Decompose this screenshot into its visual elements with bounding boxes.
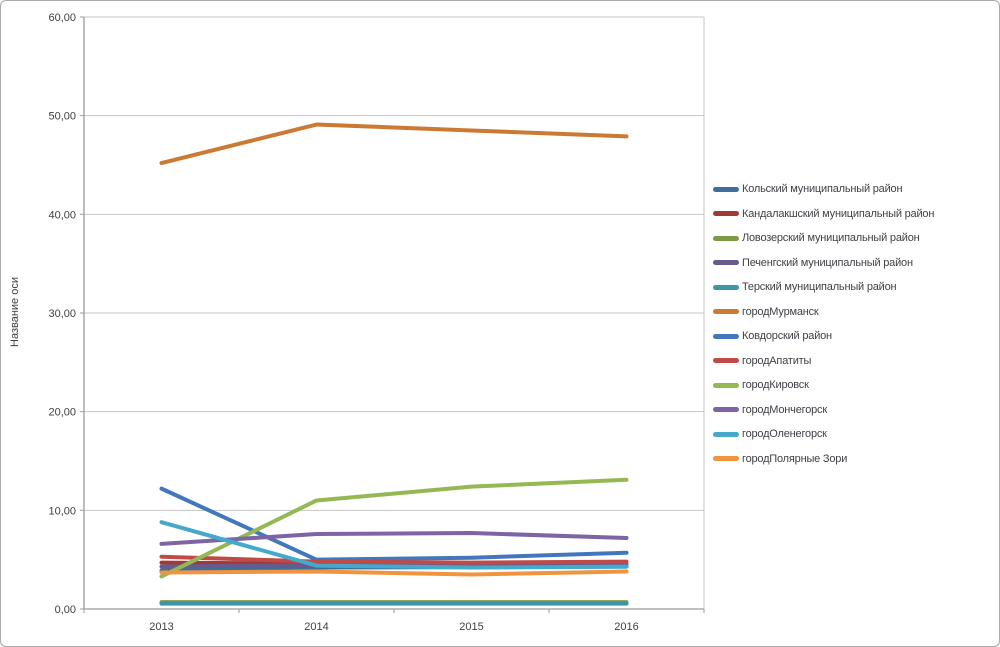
legend-label: Ковдорский район bbox=[742, 330, 832, 342]
axes bbox=[80, 16, 705, 613]
legend-swatch-icon bbox=[713, 382, 739, 388]
legend-swatch-icon bbox=[713, 235, 739, 241]
legend-swatch-icon bbox=[713, 260, 739, 265]
series-line-5[interactable] bbox=[159, 122, 629, 166]
y-tick-label: 60,00 bbox=[48, 12, 76, 24]
legend-item-2[interactable]: Ловозерский муниципальный район bbox=[713, 230, 920, 246]
legend-label: городМончегорск bbox=[742, 403, 827, 416]
series-lines bbox=[159, 122, 629, 606]
legend-swatch-icon bbox=[713, 358, 739, 363]
series-line-10[interactable] bbox=[159, 520, 629, 570]
legend-item-3[interactable]: Печенгский муниципальный район bbox=[713, 255, 913, 271]
legend-label: Кольский муниципальный район bbox=[742, 183, 903, 195]
y-tick-label: 30,00 bbox=[48, 308, 76, 320]
legend-label: Печенгский муниципальный район bbox=[742, 256, 913, 269]
legend-item-4[interactable]: Терский муниципальный район bbox=[713, 279, 897, 295]
y-tick-label: 0,00 bbox=[55, 604, 76, 616]
legend-item-8[interactable]: городКировск bbox=[713, 377, 809, 393]
y-tick-label: 10,00 bbox=[48, 505, 76, 517]
legend: Кольский муниципальный район Кандалакшски… bbox=[713, 1, 997, 646]
y-tick-label: 50,00 bbox=[48, 111, 76, 123]
legend-label: городПолярные Зори bbox=[742, 452, 848, 465]
legend-label: Кандалакшский муниципальный район bbox=[742, 207, 935, 220]
legend-label: Терский муниципальный район bbox=[742, 281, 897, 293]
y-tick-label: 20,00 bbox=[48, 407, 76, 419]
series-line-7[interactable] bbox=[159, 554, 629, 565]
legend-item-9[interactable]: городМончегорск bbox=[713, 402, 827, 418]
y-tick-label: 40,00 bbox=[48, 209, 76, 221]
legend-swatch-icon bbox=[713, 211, 739, 216]
legend-swatch-icon bbox=[713, 407, 739, 412]
legend-item-11[interactable]: городПолярные Зори bbox=[713, 451, 847, 467]
legend-label: городКировск bbox=[742, 379, 809, 391]
legend-item-10[interactable]: городОленегорск bbox=[713, 426, 827, 442]
legend-item-0[interactable]: Кольский муниципальный район bbox=[713, 181, 903, 197]
y-axis-title: Название оси bbox=[9, 277, 21, 347]
legend-label: городМурманск bbox=[742, 305, 819, 318]
legend-item-7[interactable]: городАпатиты bbox=[713, 353, 811, 369]
legend-label: городАпатиты bbox=[742, 354, 812, 367]
y-axis-tick-labels: 0,00 10,00 20,00 30,00 40,00 50,00 60,00 bbox=[48, 12, 76, 616]
legend-swatch-icon bbox=[713, 333, 739, 339]
legend-label: Ловозерский муниципальный район bbox=[742, 232, 920, 244]
gridlines bbox=[84, 16, 705, 609]
legend-swatch-icon bbox=[713, 186, 739, 192]
series-line-11[interactable] bbox=[159, 569, 629, 577]
legend-swatch-icon bbox=[713, 309, 739, 314]
series-line-9[interactable] bbox=[159, 531, 629, 546]
legend-item-1[interactable]: Кандалакшский муниципальный район bbox=[713, 206, 934, 222]
x-axis-tick-labels: 2013 2014 2015 2016 bbox=[149, 621, 638, 633]
x-tick-label: 2014 bbox=[304, 621, 328, 633]
x-tick-label: 2016 bbox=[614, 621, 638, 633]
x-tick-label: 2013 bbox=[149, 621, 173, 633]
legend-swatch-icon bbox=[713, 431, 739, 437]
legend-label: городОленегорск bbox=[742, 428, 827, 440]
series-line-6[interactable] bbox=[159, 486, 629, 562]
legend-item-6[interactable]: Ковдорский район bbox=[713, 328, 832, 344]
legend-item-5[interactable]: городМурманск bbox=[713, 304, 819, 320]
x-tick-label: 2015 bbox=[459, 621, 483, 633]
legend-swatch-icon bbox=[713, 456, 739, 461]
legend-swatch-icon bbox=[713, 284, 739, 290]
